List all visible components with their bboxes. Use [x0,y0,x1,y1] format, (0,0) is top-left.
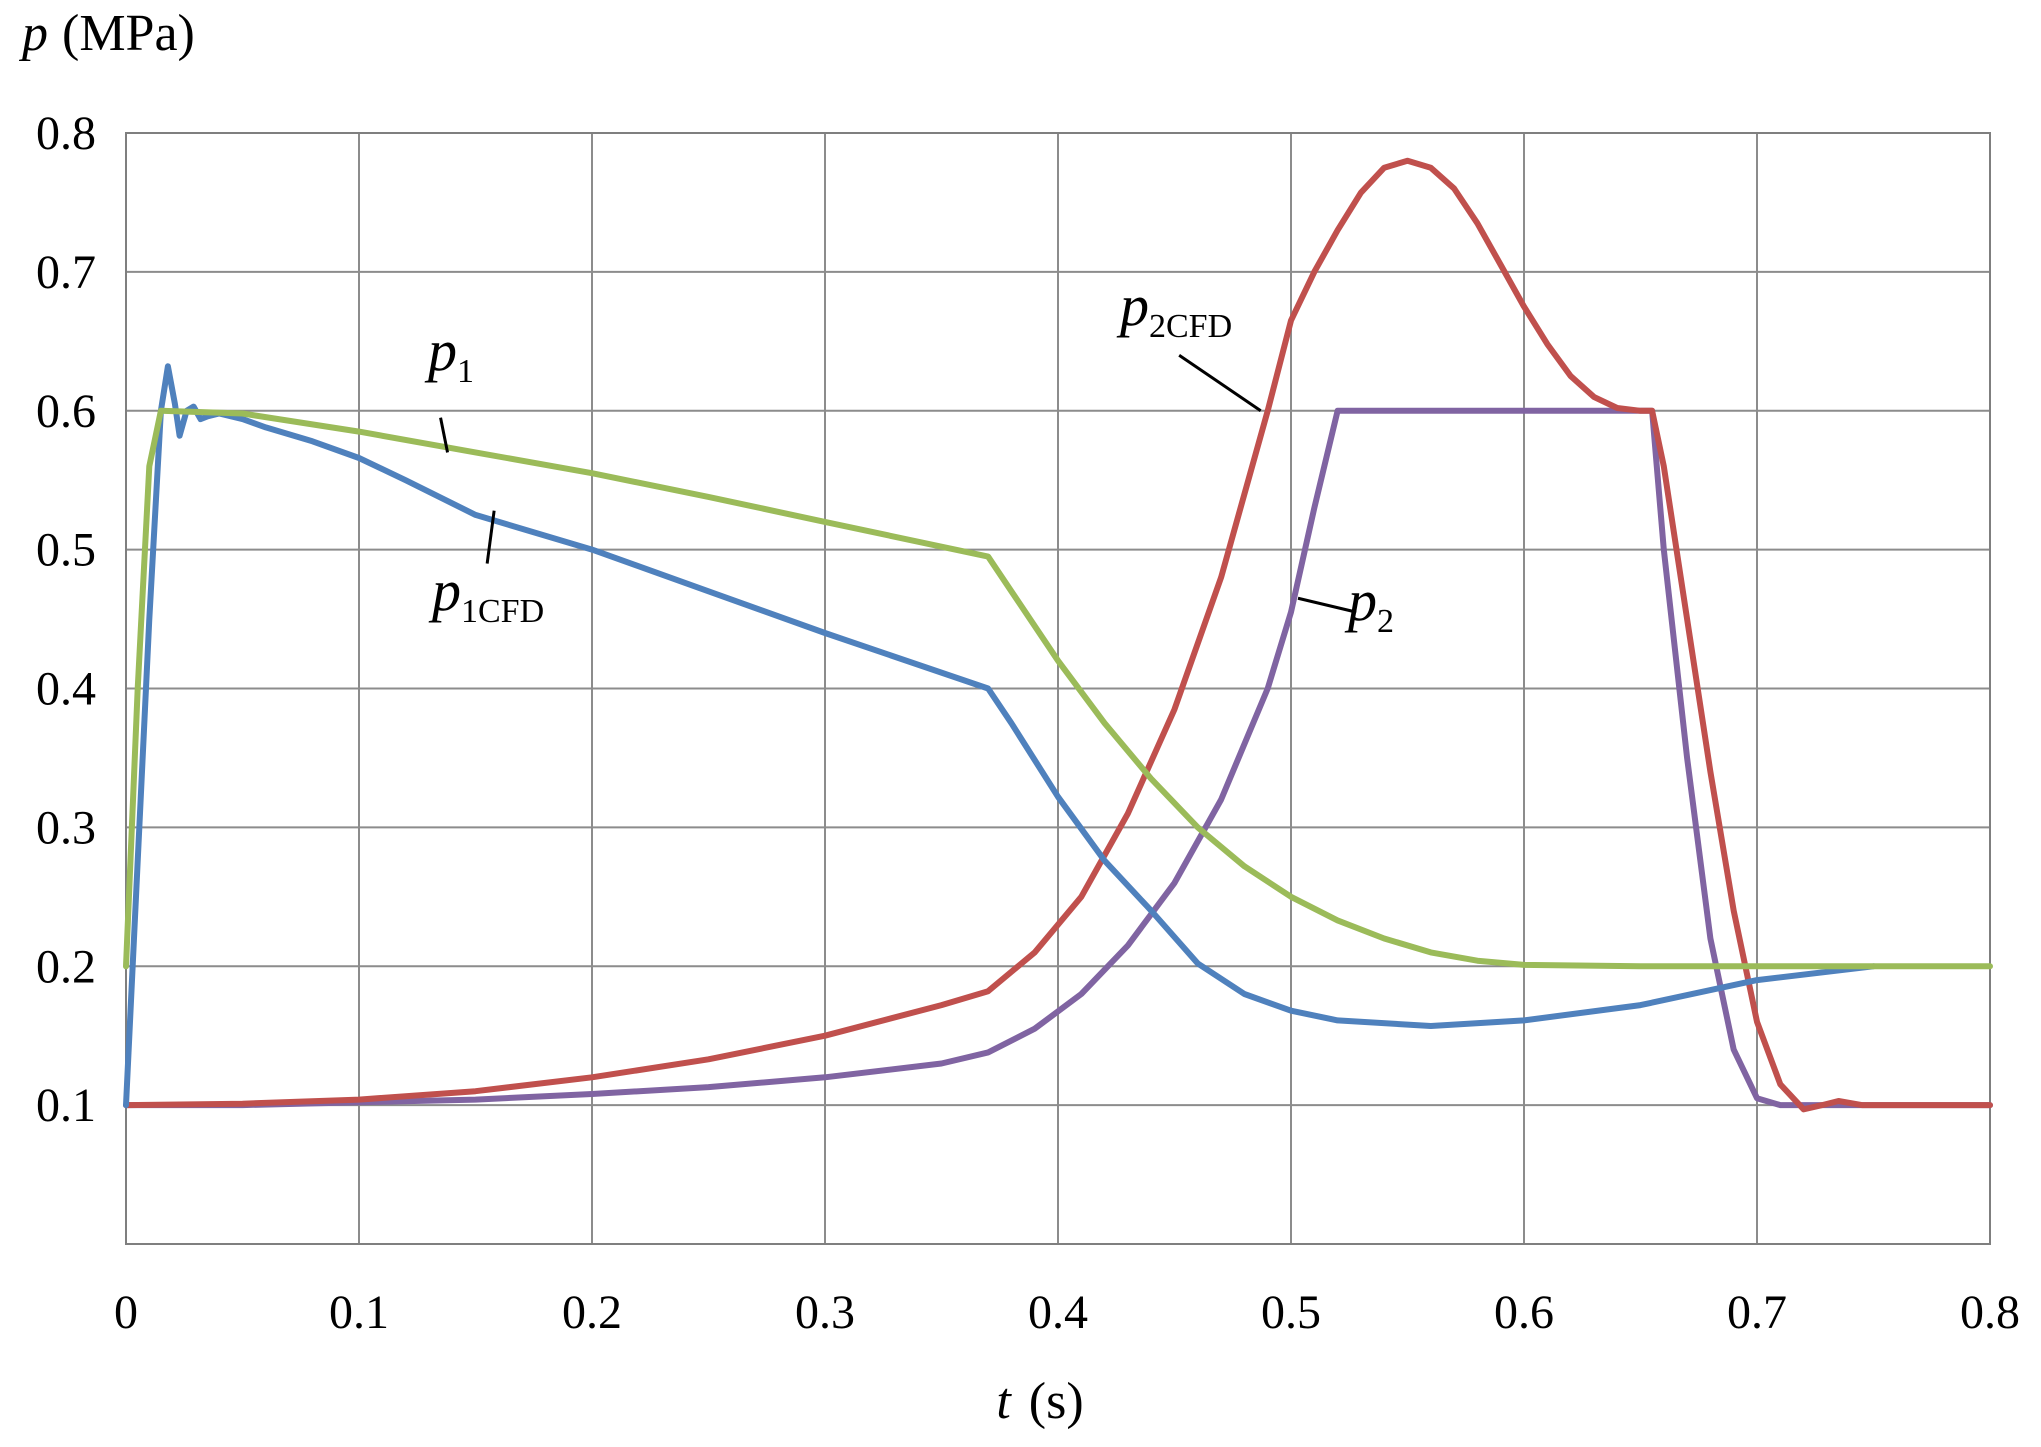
y-tick-labels: 0.1 0.2 0.3 0.4 0.5 0.6 0.7 0.8 [36,107,96,1132]
label-p1-sub: 1 [457,353,474,390]
y-axis-unit: (MPa) [62,5,195,62]
y-tick-label: 0.2 [36,940,96,993]
y-tick-label: 0.5 [36,524,96,577]
y-tick-label: 0.6 [36,385,96,438]
label-p1-main: p [424,318,457,383]
y-axis-title: p (MPa) [18,5,195,62]
label-p2-main: p [1344,568,1377,633]
leader-line-p2cfd [1178,353,1262,412]
series-line-p2cfd [123,157,1993,1113]
label-p1cfd: p1CFD [428,558,544,630]
series-line-p2 [123,407,1993,1109]
x-axis-symbol: t [996,1373,1012,1430]
x-tick-label: 0.5 [1261,1286,1321,1339]
y-tick-label: 0.1 [36,1079,96,1132]
label-p2cfd-sub: 2CFD [1149,308,1232,345]
label-p1: p1 [424,318,474,390]
x-tick-label: 0.4 [1028,1286,1088,1339]
y-tick-label: 0.4 [36,663,96,716]
x-tick-label: 0.6 [1494,1286,1554,1339]
x-tick-label: 0.3 [795,1286,855,1339]
label-p2cfd: p2CFD [1116,273,1232,345]
x-tick-label: 0.8 [1960,1286,2020,1339]
y-axis-symbol: p [18,5,48,62]
x-tick-labels: 0 0.1 0.2 0.3 0.4 0.5 0.6 0.7 0.8 [114,1286,2020,1339]
label-p1cfd-sub: 1CFD [461,593,544,630]
series-line-p1cfd [123,363,1877,1109]
x-tick-label: 0 [114,1286,138,1339]
x-axis-unit: (s) [1029,1373,1084,1430]
label-p2: p2 [1344,568,1394,640]
leader-line-p2 [1297,596,1357,614]
plot-frame [125,132,1991,1245]
x-axis-title: t (s) [996,1373,1083,1430]
x-tick-label: 0.1 [329,1286,389,1339]
label-p2-sub: 2 [1377,603,1394,640]
y-tick-label: 0.8 [36,107,96,160]
leader-line-p1 [439,417,450,453]
series-group [123,157,1993,1113]
label-leaders [439,353,1357,614]
series-line-p1 [123,407,1993,970]
leader-line-p1cfd [485,510,496,564]
x-tick-label: 0.2 [562,1286,622,1339]
y-tick-label: 0.3 [36,801,96,854]
label-p1cfd-main: p [428,558,461,623]
label-p2cfd-main: p [1116,273,1149,338]
y-tick-label: 0.7 [36,246,96,299]
x-tick-label: 0.7 [1727,1286,1787,1339]
